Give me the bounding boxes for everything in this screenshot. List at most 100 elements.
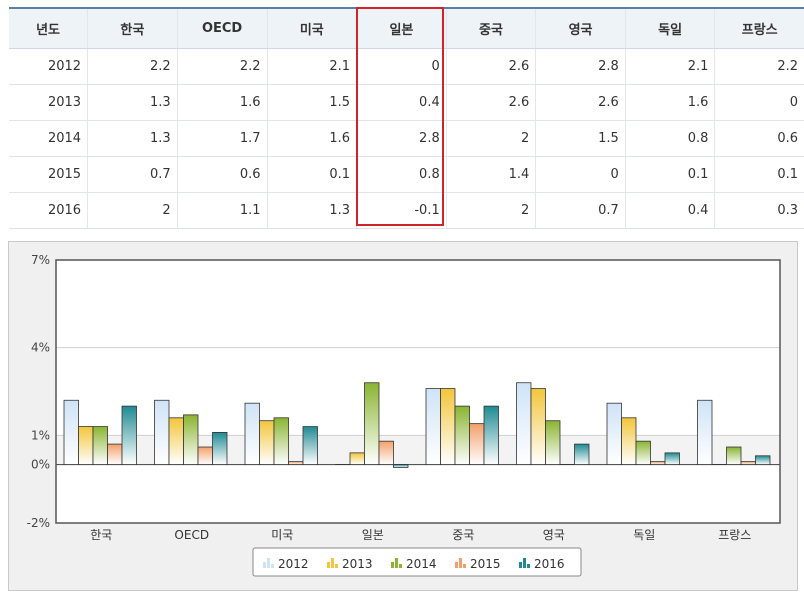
table-cell: 0.1 [267,156,358,193]
table-cell: 1.3 [267,192,358,229]
legend-swatch [523,558,526,568]
bar-2014-0 [92,426,108,465]
table-cell: 0.4 [356,84,447,121]
table-cell: 2.6 [446,84,537,121]
table-cell: 1.1 [177,192,268,229]
x-tick-label: OECD [174,528,209,542]
table-cell: 0.1 [625,156,716,193]
table-cell: 2014 [9,120,89,157]
table-cell: 0 [714,84,804,121]
plot-area [56,260,780,523]
table-cell: 1.5 [535,120,626,157]
table-cell: 0.4 [625,192,716,229]
bar-2013-3 [349,452,365,465]
table-cell: 1.5 [267,84,358,121]
x-tick-label: 프랑스 [718,528,751,542]
bar-2014-3 [364,382,380,465]
table-cell: 1.3 [87,84,178,121]
table-cell: 0.8 [625,120,716,157]
bar-2013-1 [168,417,184,465]
table-cell: 2.6 [535,84,626,121]
legend-label: 2012 [278,557,309,571]
data-table: 년도 한국 OECD 미국 일본 중국 영국 독일 프랑스 2012 2.2 2… [9,7,804,229]
table-cell: 2013 [9,84,89,121]
header-france: 프랑스 [714,7,804,49]
table-row: 2016 2 1.1 1.3 -0.1 2 0.7 0.4 0.3 [9,192,804,229]
legend-swatch [527,564,530,568]
table-cell: 2.2 [714,48,804,85]
bar-2012-6 [606,402,622,465]
table-cell: 2.2 [177,48,268,85]
x-tick-label: 독일 [633,528,655,542]
table-cell: 2.6 [446,48,537,85]
legend-swatch [327,562,330,568]
table-cell: 2016 [9,192,89,229]
bar-2012-7 [697,399,713,465]
header-korea: 한국 [87,7,178,49]
legend-label: 2014 [406,557,437,571]
legend-swatch [395,558,398,568]
table-row: 2013 1.3 1.6 1.5 0.4 2.6 2.6 1.6 0 [9,84,804,121]
legend-swatch [267,558,270,568]
bar-2012-1 [154,399,170,465]
legend-swatch [335,564,338,568]
table-cell: 0 [535,156,626,193]
legend-label: 2016 [534,557,565,571]
header-oecd: OECD [177,7,268,49]
table-cell: 0.6 [714,120,804,157]
table-cell: 2 [446,120,537,157]
x-tick-label: 일본 [362,528,384,542]
y-tick-label: 4% [31,341,50,355]
table-cell: 2015 [9,156,89,193]
legend-box [252,547,582,577]
table-cell: 1.3 [87,120,178,157]
bar-2013-2 [259,420,275,465]
x-tick-label: 미국 [271,528,293,542]
bar-2012-4 [425,388,441,465]
header-china: 중국 [446,7,537,49]
bar-2015-4 [469,423,485,465]
bar-2012-0 [63,399,79,465]
header-usa: 미국 [267,7,358,49]
table-cell: 0.7 [87,156,178,193]
bar-2014-1 [183,414,199,465]
bar-2015-2 [288,461,304,465]
y-tick-label: 1% [31,428,50,442]
legend-swatch [399,564,402,568]
legend-swatch [391,562,394,568]
header-germany: 독일 [625,7,716,49]
header-year: 년도 [9,7,89,49]
bar-2016-5 [574,443,590,465]
bar-2016-2 [302,426,318,465]
bar-2016-6 [664,452,680,465]
table-cell: 1.6 [177,84,268,121]
legend-swatch [455,562,458,568]
bar-2014-5 [545,420,561,465]
bar-2014-4 [454,405,470,465]
table-row: 2012 2.2 2.2 2.1 0 2.6 2.8 2.1 2.2 [9,48,804,85]
plot-frame [55,259,781,524]
table-cell: 2012 [9,48,89,85]
table-cell: -0.1 [356,192,447,229]
table-cell: 0.6 [177,156,268,193]
bar-2016-1 [212,432,228,465]
table-row: 2015 0.7 0.6 0.1 0.8 1.4 0 0.1 0.1 [9,156,804,193]
table-cell: 2.8 [535,48,626,85]
bar-2016-3 [393,464,409,468]
bar-2014-7 [726,446,742,465]
table-cell: 0.1 [714,156,804,193]
table-cell: 2 [87,192,178,229]
bar-2015-3 [378,440,394,465]
x-tick-label: 한국 [90,528,112,542]
legend-swatch [271,564,274,568]
table-cell: 2.1 [267,48,358,85]
bar-2016-0 [121,405,137,465]
bar-2014-6 [635,440,651,465]
x-tick-label: 영국 [543,528,565,542]
table-row: 2014 1.3 1.7 1.6 2.8 2 1.5 0.8 0.6 [9,120,804,157]
bar-2015-0 [107,443,123,465]
table-cell: 0.7 [535,192,626,229]
bar-2014-2 [273,417,289,465]
bar-2015-7 [740,461,756,465]
